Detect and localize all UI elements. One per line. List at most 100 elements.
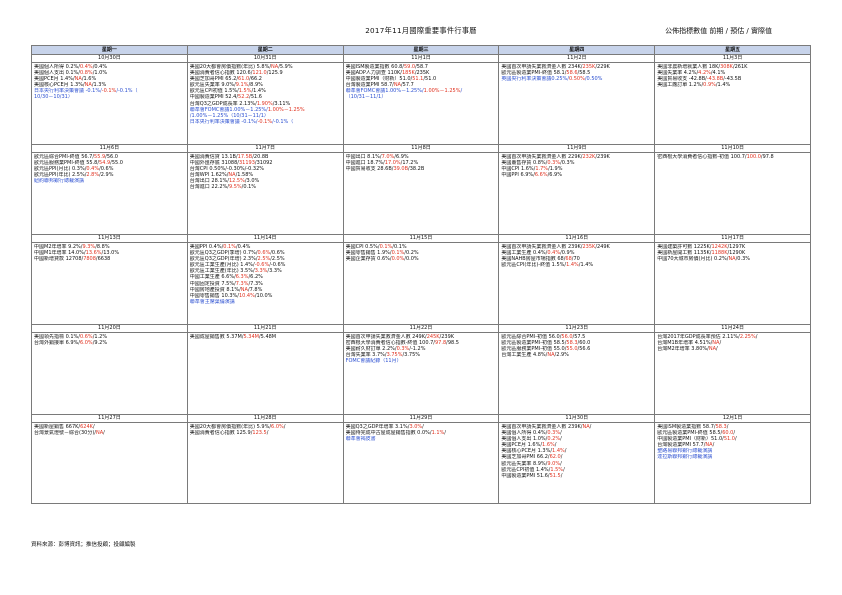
- forecast-value: 6.6%: [534, 172, 548, 179]
- forecast-value: 13.6%: [85, 250, 102, 257]
- event-line: 台灣景氣燈號－綜合(30分)/NA/: [34, 430, 185, 436]
- event-text: 歐元區工業生產(年比) 3.5%/: [189, 268, 255, 275]
- date-cell: 11月14日: [186, 234, 344, 243]
- day-events-cell: 美國首次申請失業救濟金人數 239K/235K/249K 美國工業生產 0.4%/…: [498, 242, 656, 325]
- event-text: 美國ADP人力調查 110K/: [345, 70, 402, 77]
- event-text: 台灣進口 22.2%/: [189, 184, 229, 191]
- event-text: 美國躉售存貨 0.8%/: [501, 160, 548, 167]
- event-text: /8.8%: [95, 244, 110, 250]
- forecast-value: 0.3%: [547, 160, 561, 167]
- event-line: 聯準會FOMC會議1.00%－1.25%/1.00%－1.25%/: [346, 88, 497, 94]
- forecast-value: 6.0%: [271, 424, 284, 430]
- event-line: 台灣進口 22.2%/9.5%/0.1%: [190, 184, 341, 190]
- event-text: 聖路易聯邦銀行總裁演講: [657, 448, 713, 455]
- event-text: 歐元區失業率 9.0%/: [189, 82, 236, 89]
- event-text: 美國零售銷售 1.9%/: [345, 250, 392, 257]
- event-text: /4.1%: [710, 70, 726, 77]
- event-text: /70: [571, 256, 580, 263]
- event-text: 美國PPI 0.4%/: [189, 244, 224, 250]
- event-line: 台灣CPI 0.50%/-0.30%/-0.32%: [190, 166, 341, 172]
- forecast-value: -0.1%: [101, 88, 117, 95]
- event-text: 中國PPI 6.9%/: [501, 172, 535, 179]
- day-events-cell: 美國領先指標 0.1%/0.6%/1.2% 台灣外銷接單 6.9%/6.0%/9.…: [31, 332, 188, 415]
- forecast-value: 1.4%: [566, 262, 579, 269]
- event-text: /1.9%: [548, 166, 563, 173]
- event-text: 美國PCE月 1.6%/: [501, 442, 543, 449]
- event-text: /: [734, 436, 737, 443]
- event-line: 美國待完成中古屋成屋銷售指數 0.0%/1.1%/: [346, 430, 497, 436]
- forecast-value: 1.6%: [542, 442, 555, 449]
- event-text: 美國工廠訂單 1.2%/: [657, 82, 704, 89]
- event-text: 美國工業生產 0.4%/: [501, 250, 548, 257]
- event-line: 美國NAHB房屋市場指數 68/68/70: [501, 256, 652, 262]
- event-line: 台灣2017年GDP成長率預估 2.11%/2.25%/: [657, 334, 808, 340]
- date-cell: 11月20日: [31, 324, 188, 333]
- forecast-value: NA: [393, 82, 401, 89]
- event-text: /-43.5B: [723, 76, 742, 83]
- event-line: 美國工廠訂單 1.2%/0.9%/1.4%: [657, 82, 808, 88]
- event-text: 英國央行利率決策會議0.25%/: [501, 76, 569, 83]
- event-text: /1.58%: [235, 172, 254, 179]
- event-line: 美國ISM製造業指數 58.7/58.3/: [657, 424, 808, 430]
- event-line: 英國央行利率決策會議0.25%/0.50%/0.50%: [501, 76, 652, 82]
- date-cell: 11月29日: [342, 414, 500, 423]
- event-line: 美國CPI 0.5%/0.1%/0.1%: [346, 244, 497, 250]
- date-cell: 11月13日: [31, 234, 188, 243]
- event-line: 中國新增貸款 12708/7808/6638: [34, 256, 185, 262]
- event-text: /1.6%: [81, 76, 97, 83]
- event-line: 台灣失業率 3.7%/3.75%/3.75%: [346, 352, 497, 358]
- event-text: 美國個人所得 0.4%/: [501, 430, 548, 437]
- event-line: 聯準會主席葉倫演講: [190, 299, 341, 305]
- forecast-value: NA: [705, 442, 713, 449]
- forecast-value: NA: [547, 352, 555, 359]
- event-text: 聯準會主席葉倫演講: [189, 298, 235, 305]
- weekday-header-wed: 星期三: [342, 45, 500, 55]
- event-text: /56.6: [577, 346, 591, 353]
- event-text: /: [755, 334, 758, 340]
- event-line: 美國PCE月 1.4%/NA/1.6%: [34, 76, 185, 82]
- forecast-value: 9.1%: [235, 82, 249, 89]
- forecast-value: 1.00%－1.25%: [267, 106, 305, 113]
- event-text: /: [564, 448, 567, 455]
- event-line: 美國Q3之GDP年增率 3.1%/3.0%/: [346, 424, 497, 430]
- event-text: /: [726, 424, 729, 430]
- event-text: /: [589, 424, 592, 430]
- event-text: /0.4%: [235, 244, 251, 250]
- forecast-value: -43.8B: [706, 76, 724, 83]
- event-line: 中國固定投資 7.5%/7.3%/7.3%: [190, 281, 341, 287]
- forecast-value: 58.3: [715, 424, 727, 430]
- event-text: /1.4%: [578, 262, 594, 269]
- event-text: /98.5: [446, 340, 459, 347]
- event-text: /1290K: [727, 250, 746, 257]
- forecast-value: 2.5%: [257, 256, 271, 263]
- event-text: 中國零售銷售 10.3%/: [189, 292, 239, 299]
- event-text: /: [266, 430, 269, 437]
- event-line: 歐元區製造業PMI-初值 58.5/58.3/60.0: [501, 340, 652, 346]
- forecast-value: 624K: [80, 424, 93, 430]
- forecast-value: 1.7%: [535, 166, 549, 173]
- event-text: 美國成屋銷售數 5.37M/: [189, 334, 244, 340]
- event-text: /125.9: [266, 70, 283, 77]
- event-text: /2.5%: [270, 256, 285, 263]
- event-line: 歐元區Q3之GDP(季增) 0.7%/0.6%/0.6%: [190, 250, 341, 256]
- forecast-value: 9.0%: [547, 460, 561, 467]
- event-text: /1.2%: [92, 334, 108, 340]
- forecast-value: 0.2%: [547, 436, 561, 443]
- event-text: 台灣WPI 1.62%/: [189, 172, 229, 179]
- event-text: /239K: [439, 334, 455, 340]
- forecast-value: 2.8%: [86, 172, 100, 179]
- forecast-value: 1188K: [711, 250, 728, 257]
- forecast-value: 0.4%: [547, 250, 561, 257]
- event-line: 歐元區PPI(年比) 2.5%/2.8%/2.9%: [34, 172, 185, 178]
- event-line: 美國首次申請失業救濟金人數 239K/NA/: [501, 424, 652, 430]
- event-text: 歐元區綜合PMI-初值 56.0/: [501, 334, 562, 340]
- event-line: 達拉斯聯邦銀行總裁演講: [657, 454, 808, 460]
- event-text: 日本央行利率決策會議 -0.1%/: [189, 118, 258, 125]
- date-cell: 11月24日: [654, 324, 811, 333]
- event-line: 中國製造業PMI 52.4/52.2/51.6: [190, 94, 341, 100]
- forecast-value: 60.0: [722, 430, 734, 437]
- forecast-value: NA: [95, 430, 104, 437]
- event-text: 美國芝加哥PMI 65.2/: [189, 76, 239, 83]
- forecast-value: 51.5: [549, 472, 561, 479]
- day-events-cell: 美國首次申請失業救濟金人數 234K/235K/229K 歐元區製造業PMI-終值…: [498, 62, 656, 145]
